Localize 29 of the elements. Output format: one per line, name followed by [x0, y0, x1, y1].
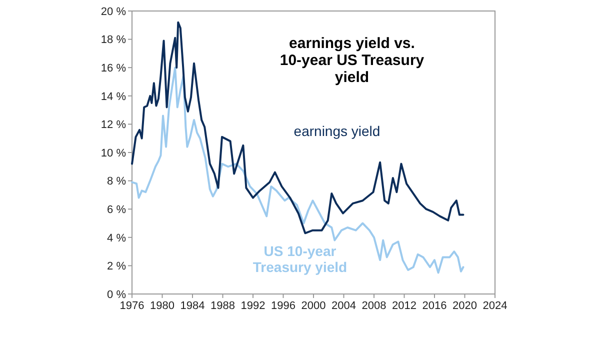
x-tick-label: 2024	[482, 300, 508, 312]
line-series	[131, 21, 464, 234]
y-tick-label: 20 %	[100, 6, 126, 18]
y-tick-label: 10 %	[100, 147, 126, 160]
y-tick-label: 8 %	[107, 176, 126, 188]
series-label: earnings yield	[294, 123, 380, 139]
x-tick-label: 1992	[240, 300, 266, 312]
y-tick-label: 16 %	[100, 62, 126, 74]
line-series	[131, 66, 464, 274]
x-tick-label: 1984	[180, 300, 205, 312]
x-tick-label: 2000	[301, 300, 326, 312]
y-tick-label: 18 %	[100, 34, 126, 46]
text: earnings yield vs. 10-year US Treasury yield	[280, 35, 425, 86]
x-tick-label: 1988	[210, 300, 235, 312]
x-tick-label: 1996	[271, 300, 296, 312]
x-tick-label: 2020	[452, 300, 477, 312]
y-tick-label: 2 %	[107, 260, 126, 273]
x-tick-label: 2016	[422, 300, 447, 312]
x-tick-label: 2004	[332, 300, 356, 312]
x-tick-label: 2008	[362, 300, 386, 312]
x-tick-label: 2012	[392, 300, 416, 312]
y-tick-label: 14 %	[100, 90, 126, 103]
y-tick-label: 12 %	[100, 119, 126, 132]
y-tick-label: 6 %	[107, 204, 126, 216]
series-label: US 10-year Treasury yield	[252, 243, 348, 275]
y-tick-label: 4 %	[107, 232, 126, 244]
x-tick-label: 1976	[120, 300, 144, 312]
y-tick-label: 0 %	[107, 288, 126, 301]
x-tick-label: 1980	[150, 300, 174, 312]
